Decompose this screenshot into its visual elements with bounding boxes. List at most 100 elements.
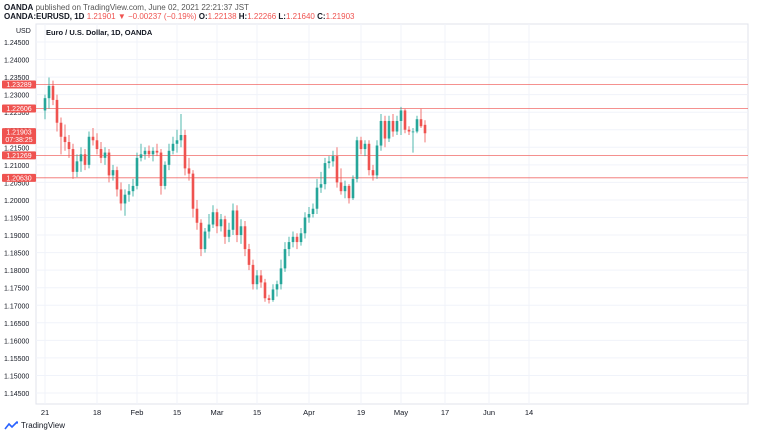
candle-down xyxy=(71,149,75,172)
y-tick-label: 1.16500 xyxy=(4,321,29,328)
candle-up xyxy=(379,120,383,146)
candle-down xyxy=(423,124,427,134)
candle-down xyxy=(199,222,203,250)
y-tick-label: 1.14500 xyxy=(4,391,29,398)
candle-up xyxy=(355,140,359,179)
candle-up xyxy=(395,120,399,132)
candle-up xyxy=(283,249,287,269)
x-tick-label: 21 xyxy=(41,408,49,417)
candle-down xyxy=(243,226,247,250)
price-label-badge xyxy=(2,104,36,113)
candle-up xyxy=(143,150,147,155)
y-tick-label: 1.17000 xyxy=(4,303,29,310)
publish-header: OANDA published on TradingView.com, June… xyxy=(4,3,249,13)
candle-down xyxy=(359,140,363,150)
candle-up xyxy=(319,184,323,188)
publisher-name: OANDA xyxy=(4,3,34,12)
candle-down xyxy=(391,120,395,132)
open-label: O: xyxy=(198,12,208,21)
chart-title: Euro / U.S. Dollar, 1D, OANDA xyxy=(46,28,153,37)
candle-up xyxy=(239,226,243,236)
price-label-text: 1.20630 xyxy=(6,175,31,182)
candle-up xyxy=(211,212,215,225)
candle-down xyxy=(335,156,339,183)
close-label: C: xyxy=(317,12,326,21)
candle-up xyxy=(303,217,307,234)
candle-up xyxy=(275,284,279,290)
candle-up xyxy=(219,219,223,227)
candle-down xyxy=(295,236,299,243)
candle-up xyxy=(135,157,139,186)
candle-up xyxy=(203,231,207,250)
candle-up xyxy=(323,163,327,185)
candle-down xyxy=(191,173,195,209)
candle-down xyxy=(371,170,375,176)
x-tick-label: 19 xyxy=(357,408,365,417)
candle-up xyxy=(363,143,367,150)
currency-label: USD xyxy=(16,28,31,35)
candle-down xyxy=(247,249,251,265)
y-tick-label: 1.23500 xyxy=(4,75,29,82)
high-value: 1.22266 xyxy=(247,12,277,21)
candle-down xyxy=(159,152,163,186)
x-tick-label: 15 xyxy=(173,408,181,417)
plot-area[interactable] xyxy=(35,23,749,405)
candle-up xyxy=(111,170,115,176)
high-label: H: xyxy=(238,12,248,21)
countdown-label: 07:38:25 xyxy=(5,137,32,144)
candle-up xyxy=(139,154,143,158)
published-text: published on TradingView.com, June 02, 2… xyxy=(35,3,249,12)
candle-down xyxy=(83,154,87,165)
candle-up xyxy=(103,152,107,158)
y-tick-label: 1.23000 xyxy=(4,93,29,100)
candle-up xyxy=(351,178,355,199)
x-tick-label: 17 xyxy=(441,408,449,417)
candle-up xyxy=(151,150,155,155)
candle-up xyxy=(175,140,179,144)
candle-up xyxy=(255,275,259,285)
x-tick-label: Jun xyxy=(483,408,495,417)
open-value: 1.22138 xyxy=(207,12,237,21)
price-label-text: 1.22606 xyxy=(6,106,31,113)
candle-up xyxy=(171,143,175,151)
candle-down xyxy=(147,150,151,155)
y-tick-label: 1.16000 xyxy=(4,338,29,345)
candle-down xyxy=(59,122,63,137)
candle-down xyxy=(367,143,371,171)
candle-down xyxy=(55,99,59,123)
candle-up xyxy=(311,208,315,214)
candle-up xyxy=(287,242,291,250)
candle-up xyxy=(387,120,391,139)
candle-up xyxy=(75,161,79,172)
candle-down xyxy=(267,298,271,300)
y-tick-label: 1.22500 xyxy=(4,110,29,117)
candle-down xyxy=(195,208,199,223)
down-arrow-icon: ▼ xyxy=(117,12,126,21)
candle-down xyxy=(407,129,411,132)
candle-up xyxy=(327,161,331,164)
y-tick-label: 1.15500 xyxy=(4,356,29,363)
candle-up xyxy=(307,213,311,218)
footer: TradingView xyxy=(4,419,65,433)
candle-down xyxy=(67,142,71,150)
low-value: 1.21640 xyxy=(285,12,315,21)
candle-up xyxy=(279,268,283,285)
candle-up xyxy=(131,185,135,192)
candle-down xyxy=(107,152,111,176)
y-tick-label: 1.21000 xyxy=(4,163,29,170)
x-tick-label: May xyxy=(394,408,408,417)
candle-down xyxy=(99,149,103,158)
candle-down xyxy=(119,189,123,204)
candle-down xyxy=(63,136,67,143)
candle-down xyxy=(235,210,239,236)
candle-down xyxy=(115,170,119,190)
y-tick-label: 1.19500 xyxy=(4,216,29,223)
price-label-badge xyxy=(2,173,36,182)
candle-up xyxy=(299,233,303,243)
candle-down xyxy=(419,119,423,127)
y-tick-label: 1.17500 xyxy=(4,286,29,293)
candle-up xyxy=(179,135,183,141)
candle-down xyxy=(347,185,351,199)
price-label-badge xyxy=(2,128,36,145)
